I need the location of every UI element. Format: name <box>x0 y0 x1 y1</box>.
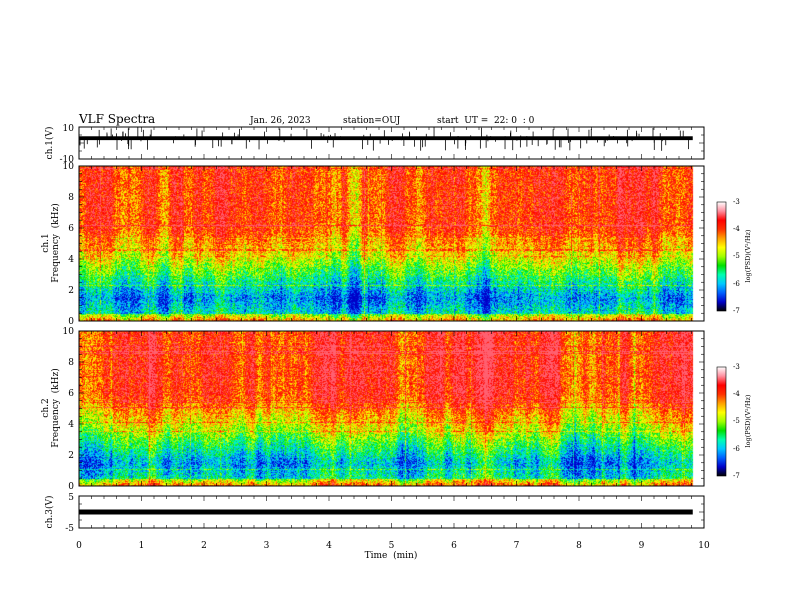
ch2-colorbar: -3 -4 -5 -6 -7 log(PSD)(V²/Hz) <box>716 363 752 480</box>
ch2-spec-ytick-4: 4 <box>68 420 74 430</box>
x-tick-label-7: 7 <box>514 541 520 551</box>
ch2-spec-ytick-6: 6 <box>68 389 74 399</box>
x-tick-label-0: 0 <box>76 541 82 551</box>
ch2-cb-tick-m7: -7 <box>733 472 740 480</box>
x-tick-label-6: 6 <box>451 541 457 551</box>
ch2-spec-ytick-10: 10 <box>63 327 75 337</box>
ch3-waveform-panel: 5 -5 ch.3(V) <box>44 493 705 534</box>
ch1-spec-ytick-8: 8 <box>68 193 74 203</box>
station-label: station=OUJ <box>343 116 401 126</box>
ch2-cb-tick-m5: -5 <box>733 417 740 425</box>
x-tick-label-3: 3 <box>264 541 270 551</box>
ch2-spec-ytick-0: 0 <box>68 482 74 492</box>
ch1-colorbar-frame <box>716 201 727 312</box>
ch2-colorbar-gradient <box>717 367 726 476</box>
ch1-ytick-top: 10 <box>63 124 75 134</box>
x-axis-label: Time (min) <box>365 550 418 561</box>
date-label: Jan. 26, 2023 <box>249 116 311 126</box>
ch1-cb-tick-m7: -7 <box>733 307 740 315</box>
figure-title: VLF Spectra <box>78 112 155 126</box>
ch1-spectrogram-image <box>79 166 704 321</box>
ch1-spec-ylabel-frequency: Frequency (kHz) <box>50 203 61 282</box>
x-axis-tick-labels: 0 1 2 3 4 5 6 7 8 9 10 <box>76 541 710 551</box>
ch2-cb-tick-m6: -6 <box>733 445 740 453</box>
ch2-spectrogram-panel: 0 2 4 6 8 10 ch.2 Frequency (kHz) <box>41 327 705 492</box>
ch2-cb-tick-m3: -3 <box>733 363 740 371</box>
ch1-cb-tick-m3: -3 <box>733 198 740 206</box>
ch3-waveform-ylabel: ch.3(V) <box>44 496 55 529</box>
ch3-ytick-bottom: -5 <box>65 524 74 534</box>
ch1-spec-ytick-2: 2 <box>68 286 74 296</box>
ch2-colorbar-label: log(PSD)(V²/Hz) <box>744 394 752 447</box>
ch1-spec-ytick-6: 6 <box>68 224 74 234</box>
x-tick-label-8: 8 <box>576 541 582 551</box>
ch1-cb-tick-m6: -6 <box>733 280 740 288</box>
ch2-spec-ylabel-channel: ch.2 <box>41 398 51 417</box>
ch2-colorbar-frame <box>716 366 727 477</box>
ch1-spec-ytick-10: 10 <box>63 162 75 172</box>
x-tick-label-1: 1 <box>139 541 145 551</box>
x-tick-label-5: 5 <box>389 541 395 551</box>
ch1-cb-tick-m5: -5 <box>733 252 740 260</box>
ch1-waveform-panel: 10 -10 ch.1(V) <box>44 124 705 165</box>
ch1-spec-ytick-0: 0 <box>68 317 74 327</box>
x-tick-label-10: 10 <box>698 541 710 551</box>
x-tick-label-4: 4 <box>326 541 332 551</box>
ch1-waveform-envelope <box>79 136 693 141</box>
ch1-spec-ylabel-channel: ch.1 <box>41 233 51 252</box>
ch1-ytick-bottom: -10 <box>60 155 75 165</box>
ch2-spectrogram-image <box>79 331 704 486</box>
ch2-cb-tick-m4: -4 <box>733 390 740 398</box>
ch1-waveform-ylabel: ch.1(V) <box>44 127 55 160</box>
x-tick-label-9: 9 <box>639 541 645 551</box>
ch1-cb-tick-m4: -4 <box>733 225 740 233</box>
ch2-spec-ytick-2: 2 <box>68 451 74 461</box>
ch2-spec-ylabel-frequency: Frequency (kHz) <box>50 368 61 447</box>
ch1-spec-ytick-4: 4 <box>68 255 74 265</box>
ch2-spec-ytick-8: 8 <box>68 358 74 368</box>
ch3-ytick-top: 5 <box>68 493 74 503</box>
x-tick-label-2: 2 <box>201 541 207 551</box>
ch1-colorbar: -3 -4 -5 -6 -7 log(PSD)(V²/Hz) <box>716 198 752 315</box>
ch3-waveform-trace <box>79 509 693 515</box>
start-time-label: start UT = 22: 0 : 0 <box>437 116 535 126</box>
ch1-colorbar-label: log(PSD)(V²/Hz) <box>744 229 752 282</box>
ch1-colorbar-gradient <box>717 202 726 311</box>
ch1-spectrogram-panel: 0 2 4 6 8 10 ch.1 Frequency (kHz) <box>41 162 705 327</box>
